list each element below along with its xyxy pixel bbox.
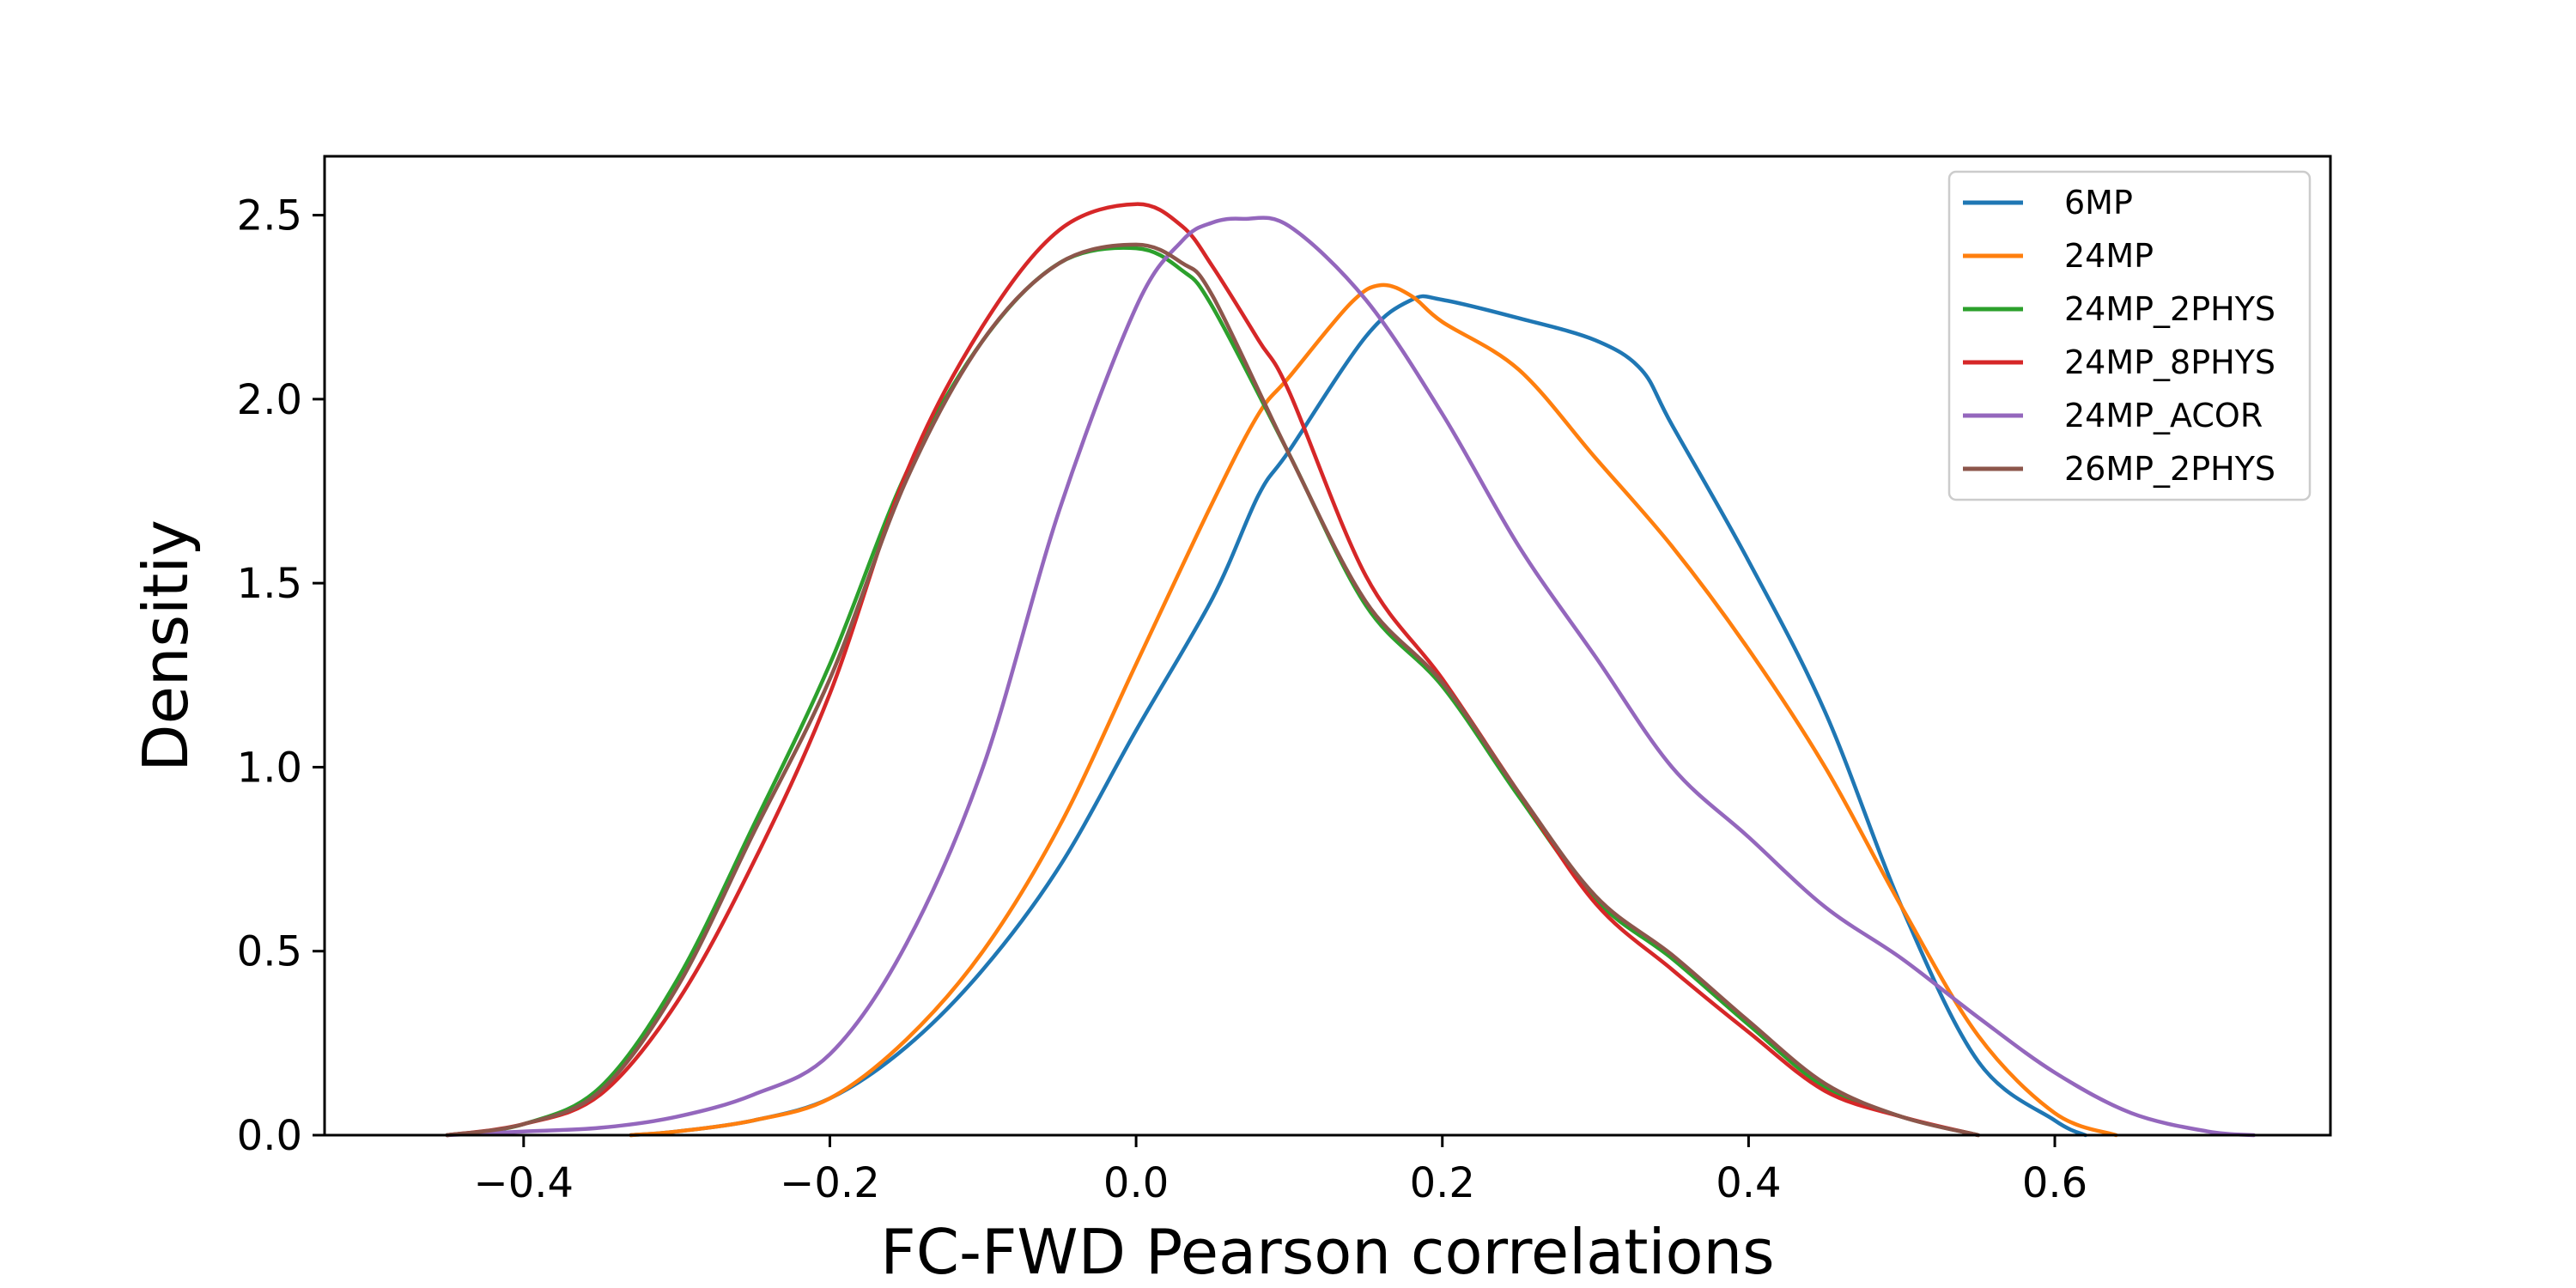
- x-tick-label: −0.4: [474, 1159, 574, 1207]
- x-tick-label: 0.2: [1410, 1159, 1475, 1207]
- series-line-24mp: [629, 283, 2118, 1138]
- legend-label-24mp: 24MP: [2064, 237, 2154, 275]
- legend-label-26mp-2phys: 26MP_2PHYS: [2064, 450, 2275, 488]
- legend-label-24mp-8phys: 24MP_8PHYS: [2064, 343, 2275, 381]
- y-tick-label: 1.5: [237, 560, 302, 608]
- x-tick-label: −0.2: [780, 1159, 880, 1207]
- x-axis: −0.4 −0.2 0.0 0.2 0.4 0.6: [474, 1135, 2087, 1207]
- y-tick-label: 2.5: [237, 192, 302, 240]
- y-tick-label: 0.0: [237, 1112, 302, 1160]
- x-tick-label: 0.4: [1716, 1159, 1781, 1207]
- plot-frame: [323, 155, 2332, 1137]
- legend-label-24mp-2phys: 24MP_2PHYS: [2064, 290, 2275, 328]
- x-axis-label: FC-FWD Pearson correlations: [880, 1216, 1774, 1288]
- y-tick-label: 2.0: [237, 376, 302, 424]
- series-layer: [445, 202, 2257, 1138]
- y-tick-label: 1.0: [237, 744, 302, 792]
- series-line-24mp-acor: [445, 216, 2257, 1138]
- x-tick-label: 0.0: [1103, 1159, 1169, 1207]
- y-axis-label: Densitiy: [130, 519, 202, 772]
- series-line-26mp-2phys: [445, 242, 1981, 1138]
- series-line-6mp: [629, 294, 2087, 1138]
- legend: 6MP 24MP 24MP_2PHYS 24MP_8PHYS 24MP_ACOR 26MP…: [1947, 170, 2312, 501]
- legend-box: [1947, 170, 2312, 501]
- x-tick-label: 0.6: [2022, 1159, 2087, 1207]
- y-axis: 0.0 0.5 1.0 1.5 2.0 2.5: [237, 192, 325, 1160]
- y-tick-label: 0.5: [237, 928, 302, 976]
- legend-label-24mp-acor: 24MP_ACOR: [2064, 397, 2263, 434]
- legend-label-6mp: 6MP: [2064, 184, 2133, 222]
- series-line-24mp-8phys: [445, 202, 1981, 1138]
- series-line-24mp-2phys: [445, 246, 1981, 1138]
